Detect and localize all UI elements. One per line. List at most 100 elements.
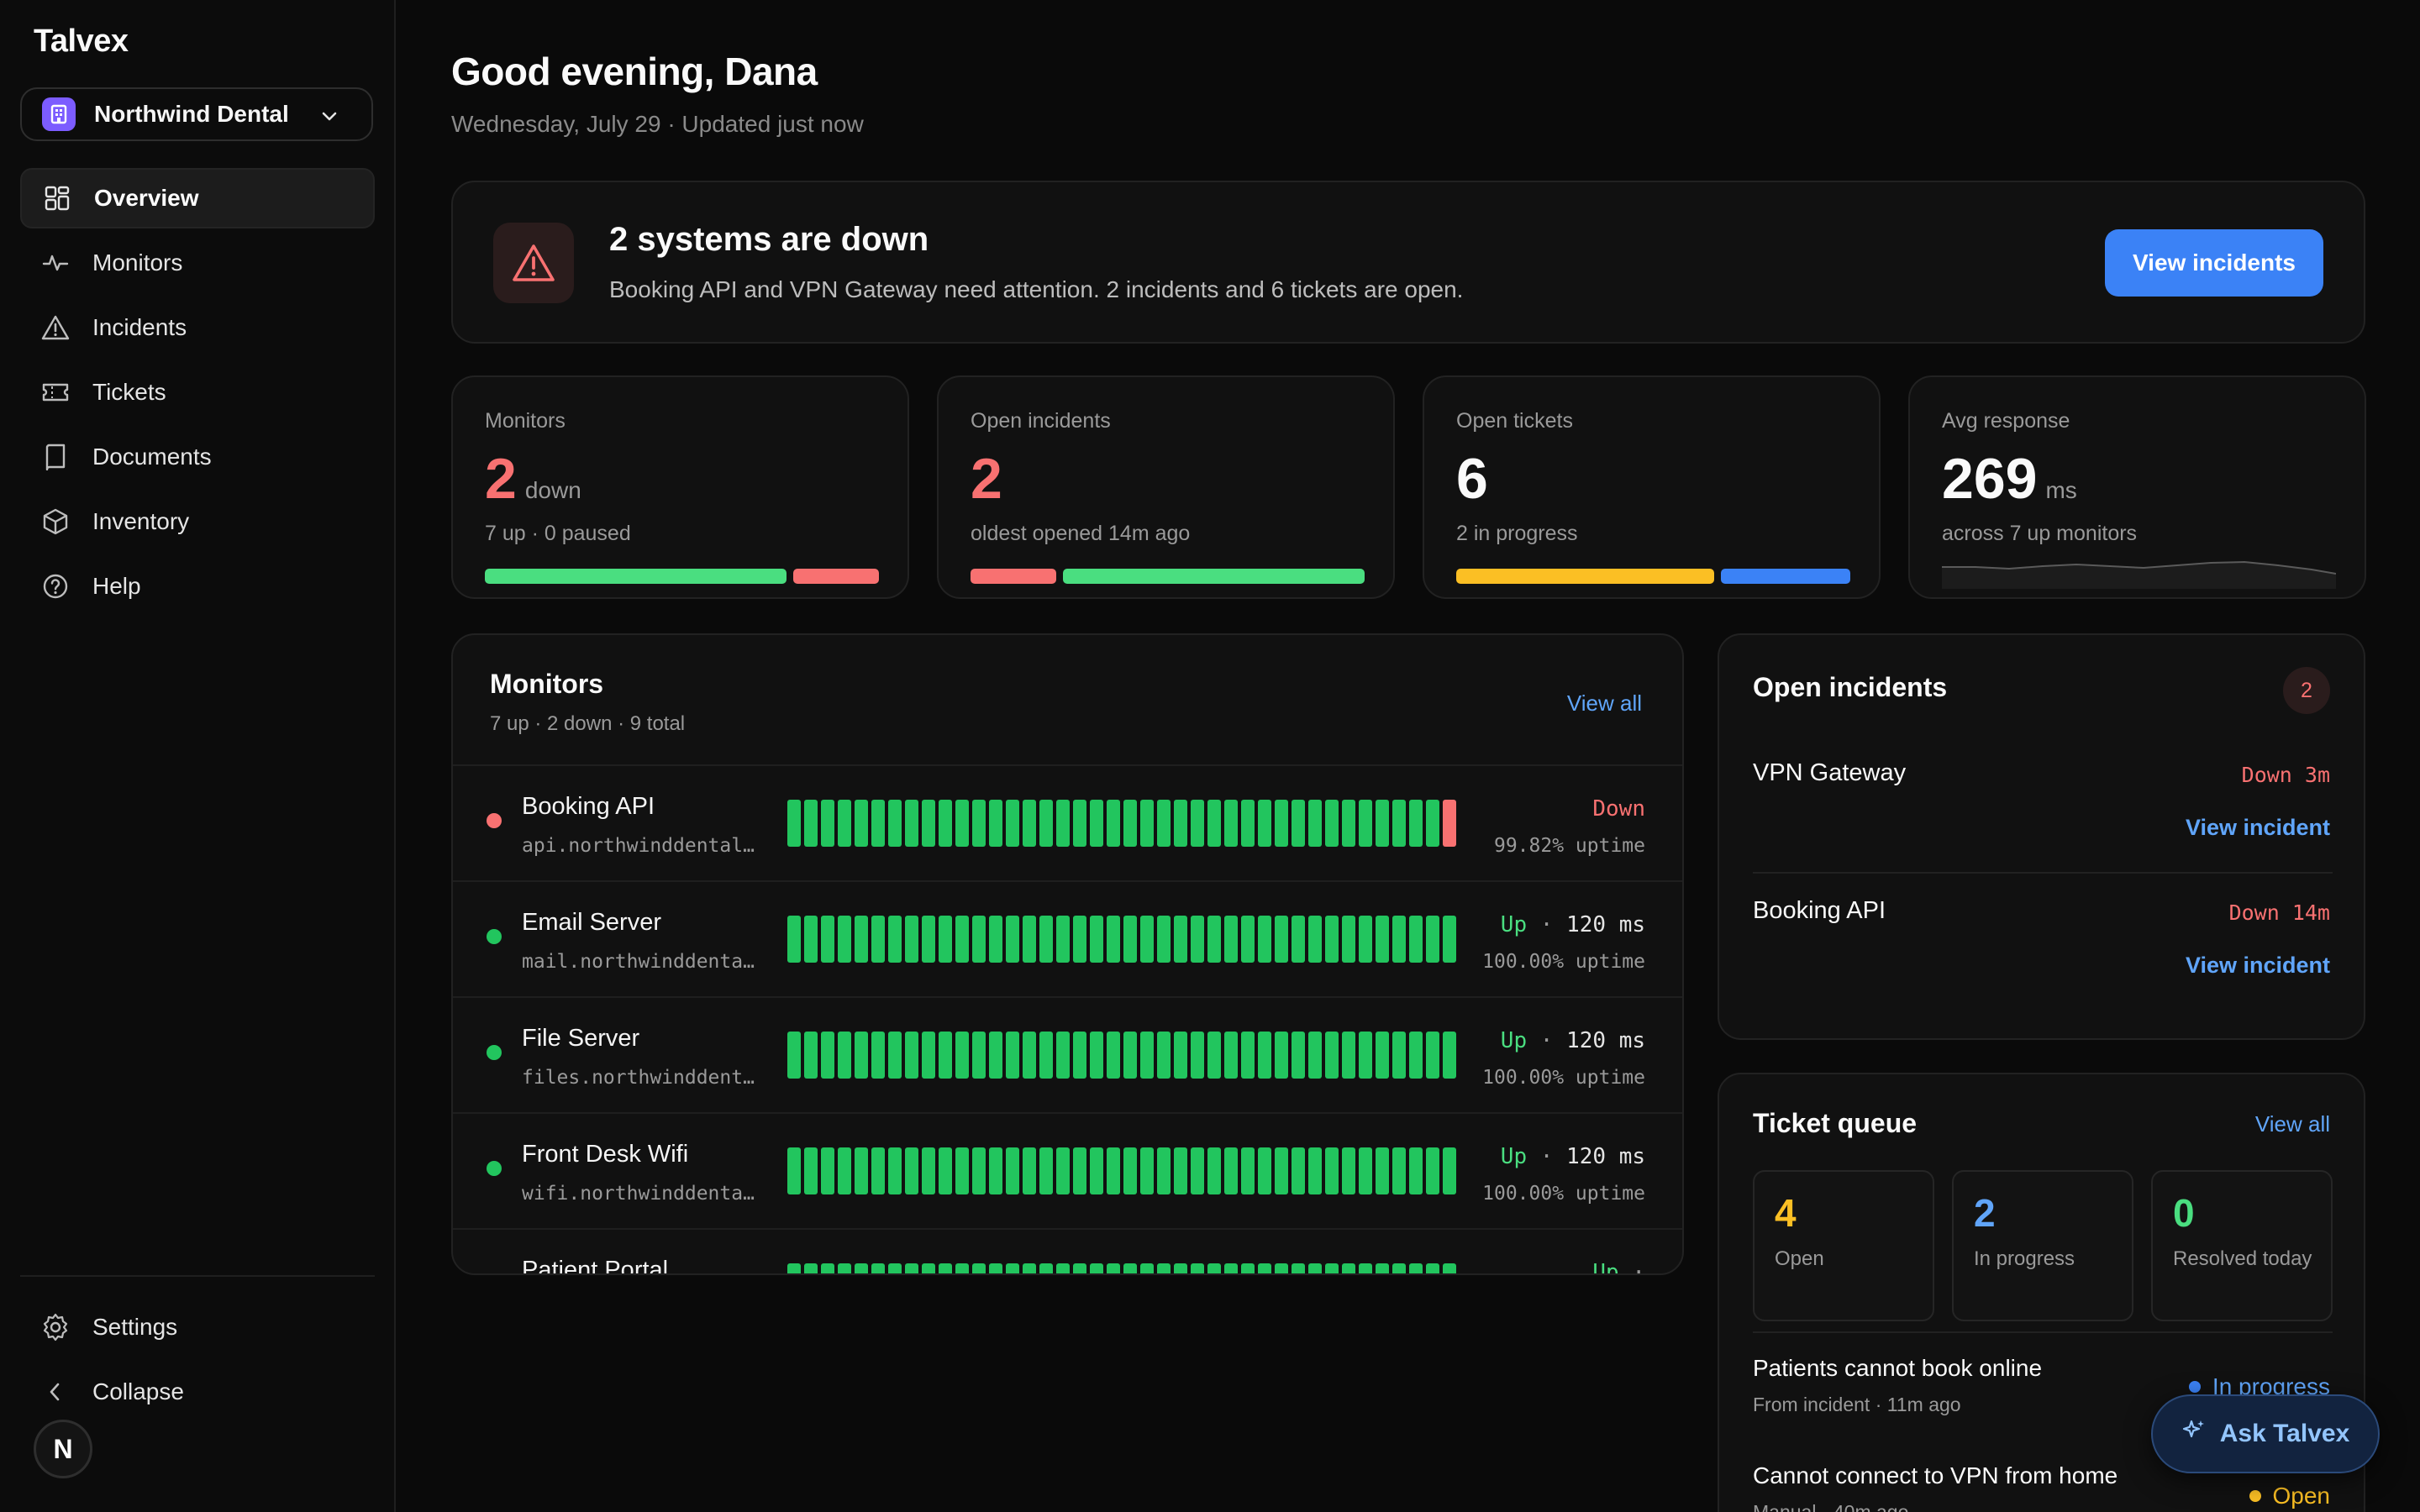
nav-item-settings[interactable]: Settings (20, 1297, 375, 1357)
nav-item-help[interactable]: Help (20, 556, 375, 617)
count-value: 2 (1974, 1191, 1996, 1235)
alert-title: 2 systems are down (609, 221, 929, 258)
separator: · (1527, 912, 1567, 937)
heartbeat-bar (1107, 800, 1120, 847)
heartbeat-bar (1174, 916, 1187, 963)
panel-title: Open incidents (1753, 672, 1948, 702)
incidents-status-bar (971, 569, 1365, 584)
panel-title: Monitors (490, 669, 604, 699)
heartbeat-bar (804, 1032, 818, 1079)
monitor-name: Email Server (522, 909, 661, 936)
stat-card-monitors[interactable]: Monitors 2 down 7 up · 0 paused (451, 375, 909, 599)
monitor-row[interactable]: Patient Portal Up · (453, 1228, 1682, 1273)
heartbeat-bar (1392, 800, 1406, 847)
monitor-status-label: Up (1500, 1144, 1528, 1169)
heartbeat-bar (1325, 1147, 1339, 1194)
nav-item-monitors[interactable]: Monitors (20, 233, 375, 293)
view-incidents-button[interactable]: View incidents (2105, 229, 2323, 297)
bar-segment-in-progress (1721, 569, 1850, 584)
building-icon (42, 97, 76, 131)
monitor-uptime: 100.00% uptime (1482, 1183, 1645, 1205)
heartbeat-bar (1090, 916, 1103, 963)
count-value: 0 (2173, 1191, 2195, 1235)
heartbeat-bar (1039, 800, 1053, 847)
separator: · (1527, 1144, 1567, 1169)
heartbeat-bar (1123, 800, 1137, 847)
heartbeat-bar (1308, 1263, 1322, 1273)
count-value: 4 (1775, 1191, 1797, 1235)
chevron-down-icon (319, 106, 339, 130)
heartbeat-bar (871, 916, 885, 963)
stat-card-incidents[interactable]: Open incidents 2 oldest opened 14m ago (937, 375, 1395, 599)
heartbeat-bar (804, 1263, 818, 1273)
ticket-count-resolved[interactable]: 0 Resolved today (2151, 1170, 2333, 1321)
heartbeat-bar (989, 916, 1002, 963)
monitor-row[interactable]: Booking API api.northwinddental.com Down 99… (453, 764, 1682, 880)
heartbeat-bar (1325, 1032, 1339, 1079)
ask-talvex-button[interactable]: Ask Talvex (2151, 1394, 2380, 1473)
monitor-status: Up · 120 ms (1501, 1028, 1645, 1053)
stat-card-tickets[interactable]: Open tickets 6 2 in progress (1423, 375, 1881, 599)
nav-item-overview[interactable]: Overview (20, 168, 375, 228)
ticket-title[interactable]: Cannot connect to VPN from home (1753, 1462, 2118, 1488)
heartbeat-bar (1342, 916, 1355, 963)
ticket-title[interactable]: Patients cannot book online (1753, 1355, 2043, 1381)
heartbeat-bar (787, 916, 801, 963)
heartbeat-bar (1241, 1263, 1255, 1273)
heartbeat-bar (1443, 916, 1456, 963)
heartbeat-bar (1342, 1032, 1355, 1079)
heartbeat-bar (1308, 916, 1322, 963)
view-all-monitors-link[interactable]: View all (1566, 690, 1642, 716)
heartbeat-bar (1224, 1032, 1238, 1079)
nav-item-tickets[interactable]: Tickets (20, 362, 375, 423)
heartbeat-bar (1275, 916, 1288, 963)
monitor-row[interactable]: Front Desk Wifi wifi.northwinddental.com U… (453, 1112, 1682, 1228)
divider (1753, 1331, 2333, 1333)
heartbeat-bar (1006, 1032, 1019, 1079)
status-dot (487, 1161, 502, 1176)
heartbeat-bar (1426, 1263, 1439, 1273)
heartbeat-bar (1224, 1263, 1238, 1273)
heartbeat-bar (1157, 800, 1171, 847)
heartbeat-bar (871, 800, 885, 847)
ticket-count-open[interactable]: 4 Open (1753, 1170, 1934, 1321)
heartbeat-bar (1241, 800, 1255, 847)
heartbeat-bar (871, 1263, 885, 1273)
nav-label: Settings (92, 1314, 178, 1340)
heartbeat-bar (1123, 916, 1137, 963)
monitor-row[interactable]: Email Server mail.northwinddental.com Up ·… (453, 880, 1682, 996)
view-incident-link[interactable]: View incident (2185, 815, 2330, 840)
heartbeat-bar (1292, 1263, 1305, 1273)
heartbeat-bar (1191, 1147, 1204, 1194)
heartbeat-bar (1157, 1263, 1171, 1273)
heartbeat-bar (905, 1263, 918, 1273)
org-switcher[interactable]: Northwind Dental (20, 87, 373, 141)
heartbeat-bar (888, 916, 902, 963)
stat-value: 2 (971, 447, 1002, 511)
stat-note: across 7 up monitors (1942, 522, 2138, 545)
monitor-row[interactable]: File Server files.northwinddental.com Up ·… (453, 996, 1682, 1112)
nav-item-documents[interactable]: Documents (20, 427, 375, 487)
nav-item-inventory[interactable]: Inventory (20, 491, 375, 552)
heartbeat-bar (922, 1263, 935, 1273)
heartbeat-bar (1056, 1147, 1070, 1194)
heartbeat-bar (1174, 1032, 1187, 1079)
heartbeat-bar (871, 1147, 885, 1194)
ticket-count-in-progress[interactable]: 2 In progress (1952, 1170, 2133, 1321)
collapse-button[interactable]: Collapse (20, 1362, 375, 1422)
ticket-meta: Manual · 40m ago (1753, 1501, 1909, 1512)
heartbeat-bar (939, 1032, 952, 1079)
status-dot (2249, 1490, 2261, 1502)
heartbeat-bar (1123, 1263, 1137, 1273)
nav-item-incidents[interactable]: Incidents (20, 297, 375, 358)
heartbeat-bar (955, 800, 969, 847)
heartbeat-bar (989, 1263, 1002, 1273)
panel-title: Ticket queue (1753, 1108, 1918, 1138)
heartbeat-bar (939, 800, 952, 847)
stat-card-response[interactable]: Avg response 269 ms across 7 up monitors (1908, 375, 2366, 599)
view-incident-link[interactable]: View incident (2185, 953, 2330, 978)
view-all-tickets-link[interactable]: View all (2254, 1111, 2330, 1137)
heartbeat-bar (1174, 800, 1187, 847)
heartbeat-bar (1241, 916, 1255, 963)
avatar[interactable]: N (34, 1420, 92, 1478)
